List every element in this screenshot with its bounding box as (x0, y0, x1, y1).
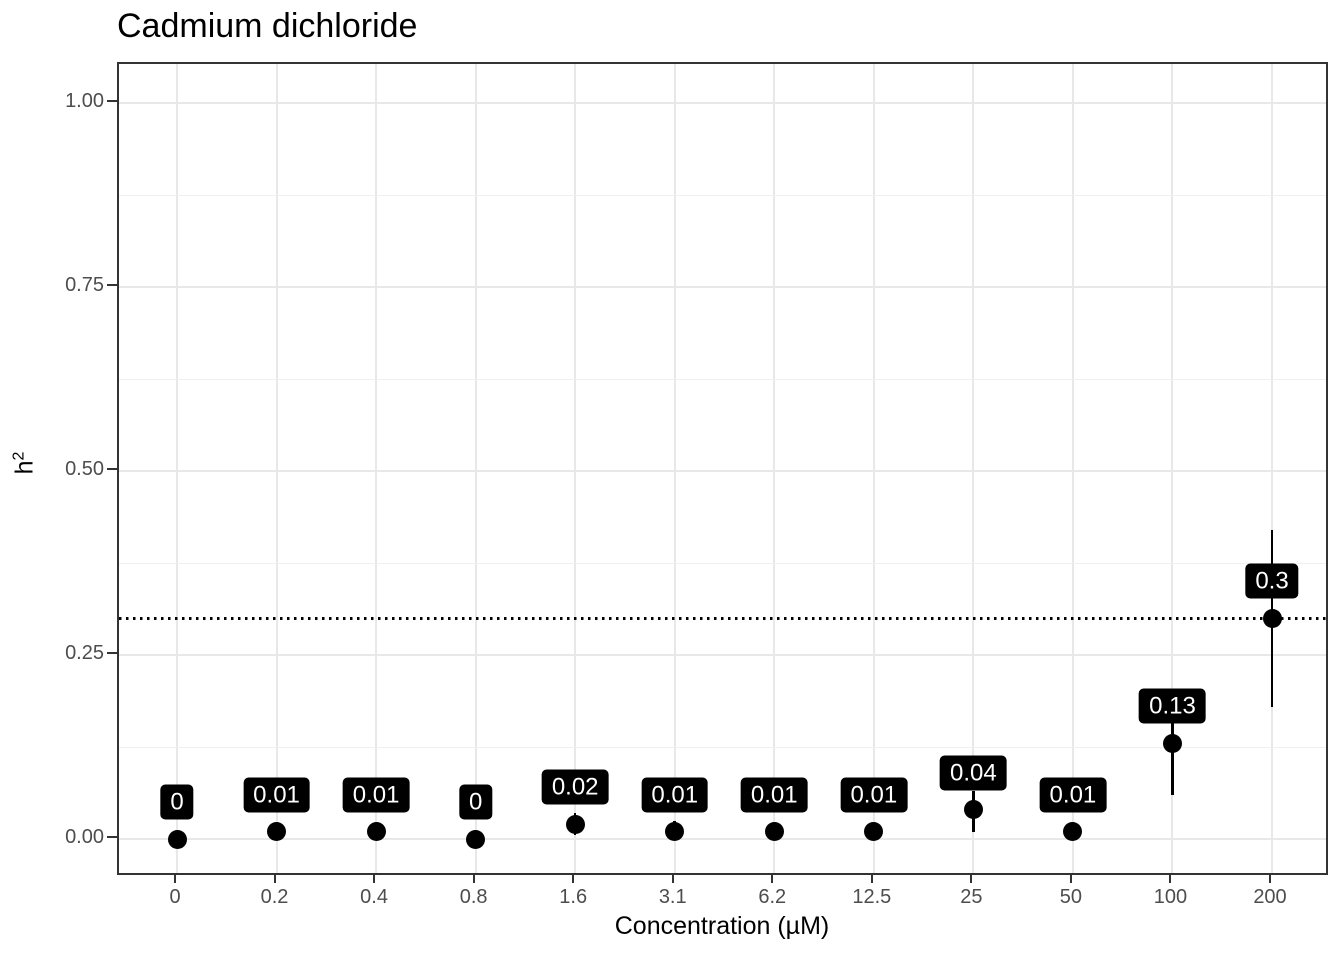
x-axis-tick (970, 875, 973, 883)
x-axis-tick (273, 875, 276, 883)
reference-line (119, 617, 1326, 620)
y-axis-tick (107, 468, 117, 470)
value-label: 0 (458, 784, 493, 820)
y-axis-tick (107, 836, 117, 838)
data-point (466, 829, 486, 849)
gridline-horizontal (119, 470, 1326, 472)
x-axis-tick-label: 0 (169, 886, 181, 908)
gridline-vertical (773, 64, 776, 873)
data-point (1063, 822, 1083, 842)
x-axis-title: Concentration (µM) (614, 912, 830, 940)
value-label: 0.13 (1139, 688, 1206, 724)
x-axis-tick-label: 6.2 (758, 886, 787, 908)
x-axis-tick (174, 875, 176, 883)
gridline-horizontal-minor (119, 563, 1326, 564)
y-axis-title-base: h (10, 460, 39, 475)
y-axis-tick (107, 100, 117, 102)
y-axis-tick-label: 0.50 (65, 458, 104, 480)
gridline-vertical (1171, 64, 1174, 873)
y-axis-tick (107, 284, 117, 286)
x-axis-tick-label: 0.2 (260, 886, 289, 908)
x-axis-tick-label: 0.8 (459, 886, 488, 908)
y-axis-tick-label: 0.25 (65, 642, 104, 664)
value-label: 0.02 (541, 769, 609, 805)
x-axis-tick-label: 50 (1059, 886, 1083, 908)
x-axis-tick (671, 875, 674, 883)
x-axis-tick-label: 0.4 (360, 886, 388, 908)
x-axis-tick (870, 875, 873, 883)
x-axis-tick (771, 875, 774, 883)
gridline-vertical (972, 64, 975, 873)
value-label: 0.01 (342, 777, 410, 813)
gridline-vertical (574, 64, 577, 873)
data-point (665, 822, 685, 842)
gridline-horizontal-minor (119, 379, 1326, 380)
gridline-horizontal-minor (119, 195, 1326, 196)
value-label: 0.3 (1245, 563, 1299, 599)
x-axis-tick-label: 1.6 (559, 886, 588, 908)
gridline-vertical (275, 64, 278, 873)
value-label: 0.01 (740, 777, 808, 813)
gridline-horizontal (119, 102, 1326, 104)
data-point (167, 829, 187, 849)
gridline-horizontal-minor (119, 747, 1326, 748)
x-axis-tick (1069, 875, 1072, 883)
x-axis-tick-label: 100 (1153, 886, 1188, 908)
gridline-vertical (673, 64, 676, 873)
y-axis-title: h2 (10, 452, 39, 475)
value-label: 0 (160, 784, 194, 820)
x-axis-tick (1169, 875, 1172, 883)
gridline-horizontal (119, 838, 1326, 840)
gridline-vertical (1071, 64, 1074, 873)
x-axis-tick (572, 875, 575, 883)
gridline-vertical (872, 64, 875, 873)
x-axis-tick (472, 875, 475, 883)
gridline-vertical (176, 64, 178, 873)
data-point (764, 822, 784, 842)
value-label: 0.01 (1039, 777, 1107, 813)
gridline-vertical (375, 64, 378, 873)
value-label: 0.01 (641, 777, 709, 813)
x-axis-tick-label: 200 (1253, 886, 1287, 908)
data-point (1162, 733, 1182, 753)
y-axis-title-exponent: 2 (10, 451, 28, 461)
x-axis-tick (1269, 875, 1271, 883)
y-axis-tick (107, 652, 117, 654)
data-point (366, 822, 386, 842)
gridline-horizontal (119, 654, 1326, 656)
data-point (565, 814, 585, 834)
data-point (267, 822, 287, 842)
plot-panel: 0 0.01 0.01 0 0.02 0.01 0.01 0.01 0.04 0.01 0.13 0.… (117, 62, 1328, 875)
x-axis-tick-label: 3.1 (658, 886, 687, 908)
gridline-vertical (1271, 64, 1273, 873)
x-axis-tick (373, 875, 376, 883)
value-label: 0.01 (243, 777, 310, 813)
value-label: 0.04 (940, 755, 1007, 791)
chart-title: Cadmium dichloride (117, 7, 418, 45)
y-axis-tick-label: 1.00 (65, 90, 104, 112)
gridline-horizontal (119, 286, 1326, 288)
data-point (963, 800, 983, 820)
y-axis-tick-label: 0.75 (65, 274, 104, 296)
y-axis-tick-label: 0.00 (65, 826, 104, 848)
value-label: 0.01 (840, 777, 908, 813)
data-point (864, 822, 884, 842)
gridline-vertical (474, 64, 477, 873)
x-axis-tick-label: 12.5 (852, 886, 892, 908)
x-axis-tick-label: 25 (960, 886, 983, 908)
data-point (1262, 608, 1282, 628)
